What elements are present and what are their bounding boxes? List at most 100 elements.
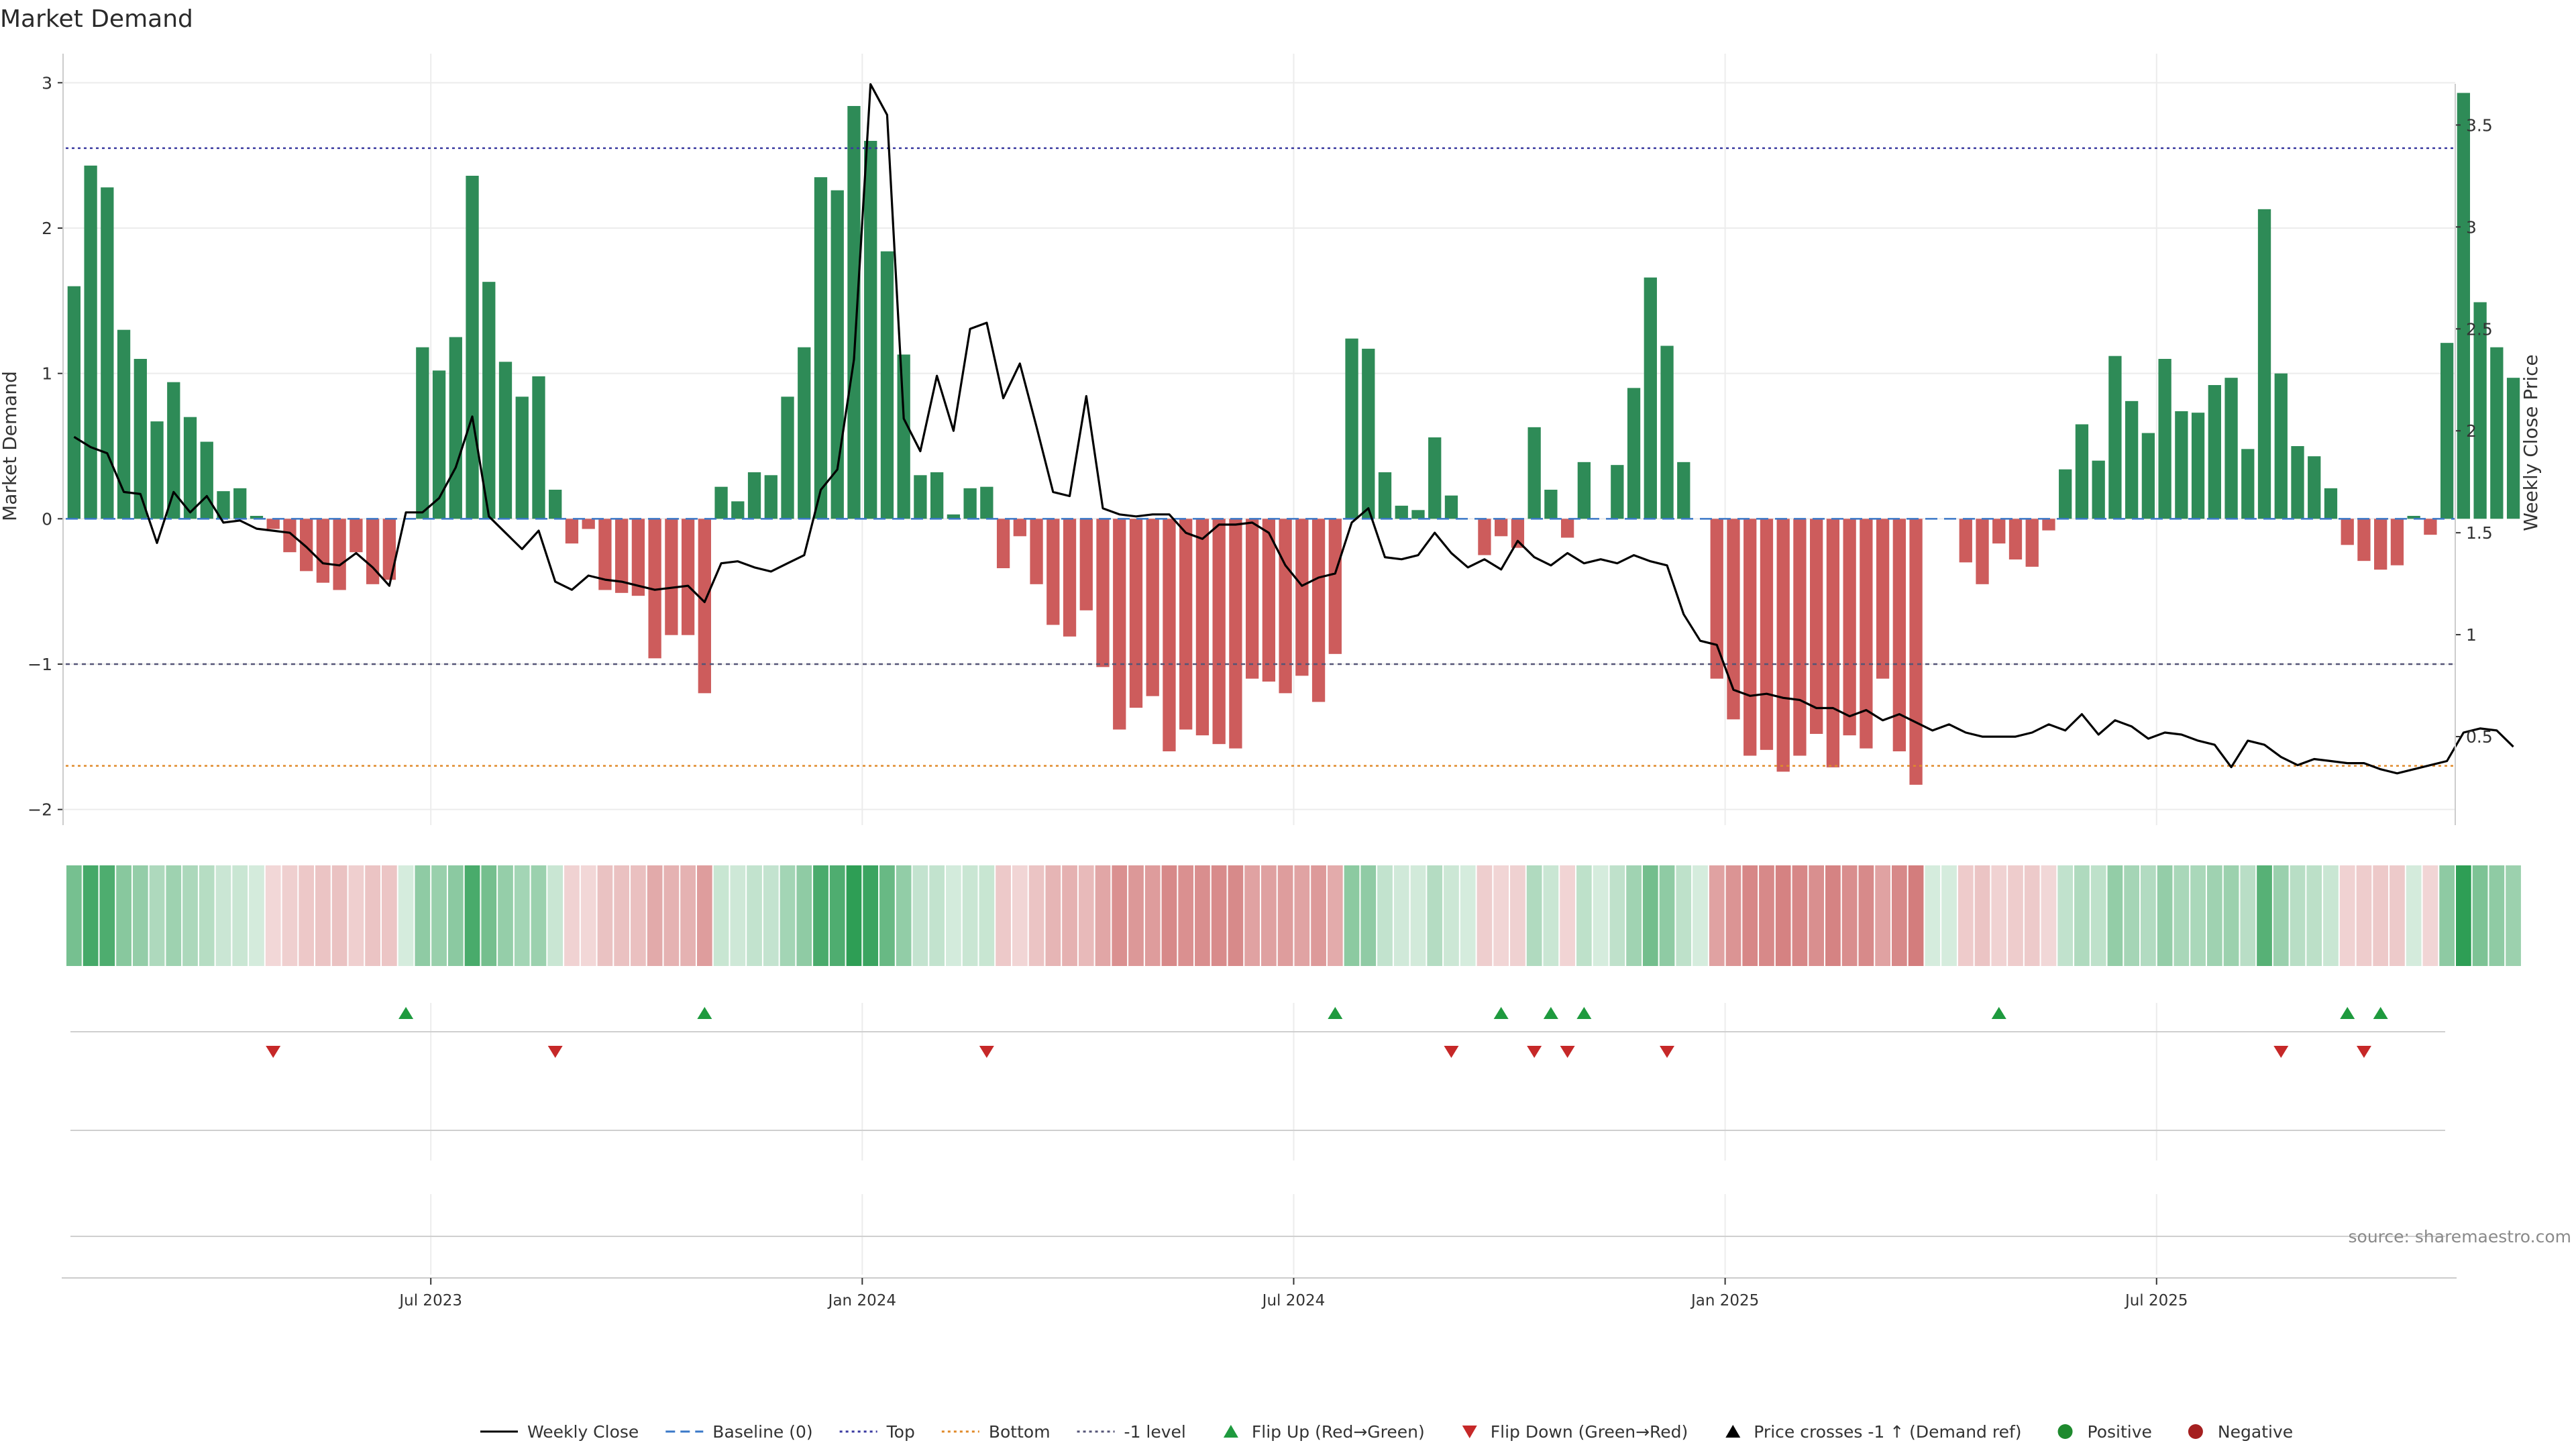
heat-cell — [1045, 865, 1061, 966]
legend-item: Flip Up (Red→Green) — [1223, 1422, 1425, 1442]
heat-cell — [1195, 865, 1210, 966]
flip-down-marker — [266, 1046, 281, 1058]
demand-bar — [2092, 460, 2105, 519]
demand-bar — [1362, 348, 1375, 519]
legend-item: Flip Down (Green→Red) — [1462, 1422, 1688, 1442]
demand-bar — [880, 251, 894, 519]
heat-cell — [1311, 865, 1326, 966]
x-axis: Jul 2023 Jan 2024 Jul 2024 Jan 2025 Jul 2025 — [62, 1277, 2457, 1309]
demand-bar — [1992, 519, 2006, 544]
demand-bar — [101, 187, 114, 519]
heat-cell — [1493, 865, 1509, 966]
heat-cell — [946, 865, 961, 966]
demand-bar — [1046, 519, 1060, 625]
y2-tick-label: 2 — [2466, 421, 2477, 441]
demand-bar — [167, 382, 180, 519]
demand-bar — [217, 491, 230, 519]
demand-bar — [1378, 472, 1392, 519]
legend-item: Baseline (0) — [665, 1422, 813, 1442]
heat-cell — [431, 865, 447, 966]
heat-cell — [1277, 865, 1293, 966]
legend-label: -1 level — [1124, 1422, 1186, 1442]
heat-cell — [498, 865, 513, 966]
x-tick-label: Jan 2024 — [827, 1292, 896, 1309]
heat-cell — [1809, 865, 1825, 966]
demand-bar — [1710, 519, 1723, 679]
demand-bar — [150, 421, 164, 519]
demand-bar — [432, 370, 446, 519]
demand-bar — [2125, 400, 2139, 519]
heat-cell — [912, 865, 928, 966]
heat-cell — [2422, 865, 2438, 966]
heat-cell — [896, 865, 912, 966]
demand-bar — [1245, 519, 1259, 679]
demand-bar — [2390, 519, 2404, 566]
demand-bar — [947, 514, 961, 519]
heat-cell — [116, 865, 131, 966]
heat-cell — [2306, 865, 2322, 966]
demand-bar — [1909, 519, 1923, 785]
legend-label: Top — [886, 1422, 915, 1442]
demand-bar — [283, 519, 297, 553]
demand-bar — [549, 490, 562, 519]
demand-bar — [1411, 510, 1425, 519]
heat-cell — [713, 865, 729, 966]
heat-cell — [1825, 865, 1841, 966]
demand-bar — [1860, 519, 1873, 749]
heat-cell — [680, 865, 696, 966]
legend-item: Bottom — [941, 1422, 1051, 1442]
demand-bar — [2424, 519, 2437, 535]
demand-bar — [1560, 519, 1574, 538]
heat-cell — [1144, 865, 1161, 966]
demand-bar — [1428, 437, 1442, 519]
heat-cell — [929, 865, 945, 966]
demand-bar — [897, 354, 910, 519]
heat-cell — [2472, 865, 2488, 966]
demand-bar — [333, 519, 346, 590]
heat-cell — [2439, 865, 2455, 966]
heat-cell — [1028, 865, 1044, 966]
heat-cell — [962, 865, 978, 966]
demand-bar — [382, 519, 396, 580]
heat-cell — [2273, 865, 2289, 966]
legend-item: Positive — [2057, 1422, 2152, 1442]
heat-cell — [2390, 865, 2405, 966]
demand-bar — [2506, 378, 2520, 519]
demand-bar — [266, 519, 280, 529]
heat-cell — [2240, 865, 2256, 966]
demand-bar — [1345, 338, 1358, 519]
heat-cell — [1974, 865, 1990, 966]
demand-bar — [2108, 356, 2122, 519]
demand-bar — [1776, 519, 1790, 772]
heat-cell — [1112, 865, 1128, 966]
legend-item: Weekly Close — [480, 1422, 639, 1442]
legend-item: Price crosses -1 ↑ (Demand ref) — [1725, 1422, 2022, 1442]
demand-bar — [1195, 519, 1210, 736]
demand-bar — [1279, 519, 1292, 694]
demand-bar — [598, 519, 612, 590]
demand-bar — [2257, 209, 2271, 519]
heat-cell — [1393, 865, 1409, 966]
demand-bar — [2407, 516, 2420, 519]
heat-cell — [1659, 865, 1675, 966]
heat-cell — [331, 865, 347, 966]
demand-bar — [2341, 519, 2354, 545]
legend-swatch — [2188, 1424, 2203, 1439]
demand-heat-strip — [66, 865, 2521, 966]
flip-up-marker — [697, 1007, 712, 1019]
heat-cell — [846, 865, 862, 966]
demand-bar — [2308, 456, 2321, 519]
chart-title: Market Demand — [0, 5, 193, 33]
heat-cell — [1211, 865, 1227, 966]
demand-bars — [67, 93, 2520, 785]
demand-bar — [582, 519, 595, 529]
heat-cell — [813, 865, 828, 966]
heat-cell — [1477, 865, 1493, 966]
axes-layer: 3 2 1 0 −1 −2 3.5 3 2.5 2 1.5 1 0.5 Market Demand Week… — [0, 54, 2542, 825]
demand-bar — [1876, 519, 1890, 679]
heat-cell — [1875, 865, 1890, 966]
price-line-layer — [73, 83, 2514, 775]
heat-cell — [1593, 865, 1609, 966]
heat-cell — [1161, 865, 1177, 966]
flip-up-marker — [398, 1007, 414, 1019]
